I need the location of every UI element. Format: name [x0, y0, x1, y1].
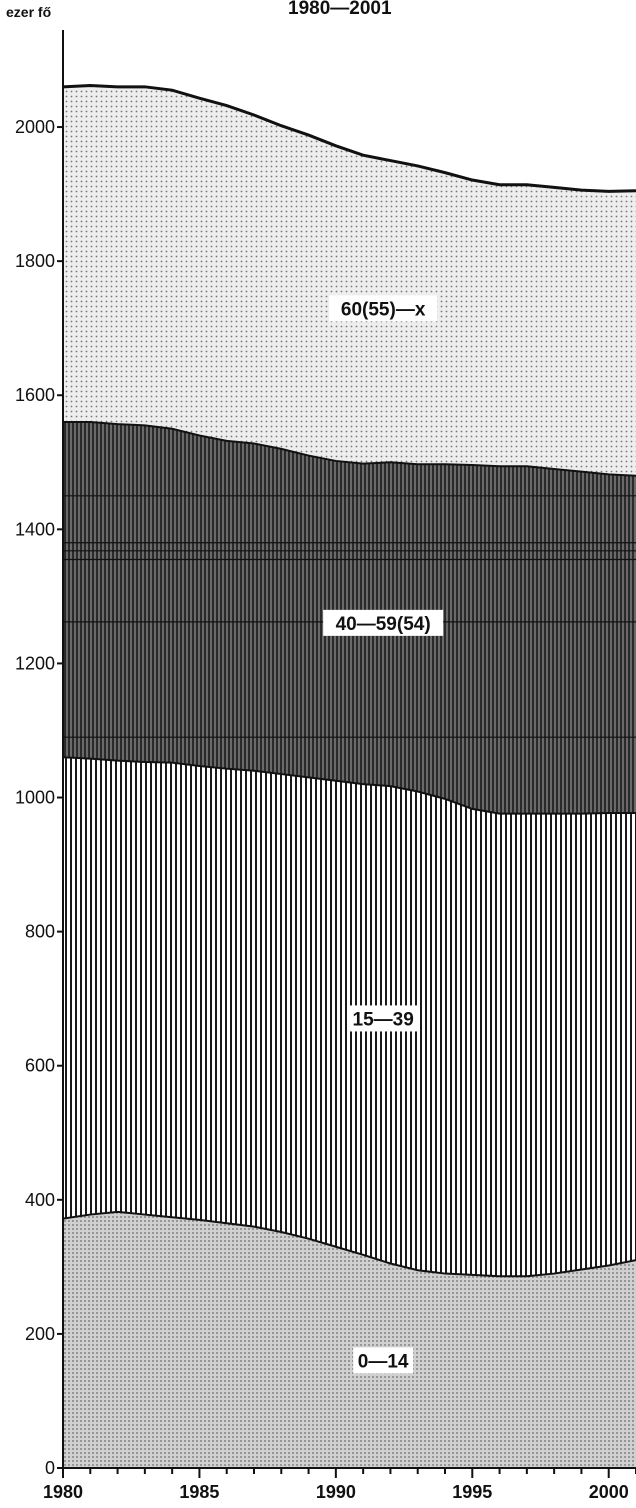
band-label: 15—39 [353, 1009, 414, 1030]
y-tick-label: 1400 [15, 519, 55, 539]
boundary-line-0—14 [62, 1210, 636, 1278]
y-tick-label: 0 [45, 1458, 55, 1478]
x-tick-label: 1995 [452, 1482, 492, 1502]
y-tick-label: 1000 [15, 788, 55, 808]
band-label-box [329, 295, 438, 322]
boundary-line-60(55)—x [62, 83, 636, 193]
band-label-box [353, 1347, 414, 1374]
y-tick-label: 1800 [15, 251, 55, 271]
y-tick-label: 800 [25, 922, 55, 942]
area-60(55)—x [63, 85, 636, 476]
y-tick-label: 200 [25, 1324, 55, 1344]
band-label: 60(55)—x [341, 299, 426, 320]
band-label: 40—59(54) [336, 614, 431, 635]
y-tick-label: 1600 [15, 385, 55, 405]
boundary-line-15—39 [62, 756, 636, 815]
chart-title: 1980—2001 [288, 0, 392, 19]
band-labels-group: 0—14 15—39 40—59(54) 60(55)—x [323, 295, 444, 1374]
x-tick-label: 1985 [179, 1482, 219, 1502]
y-tick-label: 400 [25, 1190, 55, 1210]
x-tick-label: 1980 [43, 1482, 83, 1502]
y-tick-label: 2000 [15, 117, 55, 137]
area-series-group [63, 85, 636, 1468]
band-label-box [347, 1005, 420, 1032]
band-label-box [323, 609, 444, 636]
y-axis-unit-label: ezer fő [6, 4, 52, 20]
band-label: 0—14 [358, 1351, 409, 1372]
x-tick-label: 1990 [316, 1482, 356, 1502]
y-tick-label: 1200 [15, 653, 55, 673]
axes-group: 0 200 400 600 800 1000 1200 1400 1600 1800 2000 198… [15, 30, 636, 1502]
y-tick-label: 600 [25, 1056, 55, 1076]
boundary-line-40—59(54) [63, 421, 636, 477]
x-tick-label: 2000 [589, 1482, 629, 1502]
